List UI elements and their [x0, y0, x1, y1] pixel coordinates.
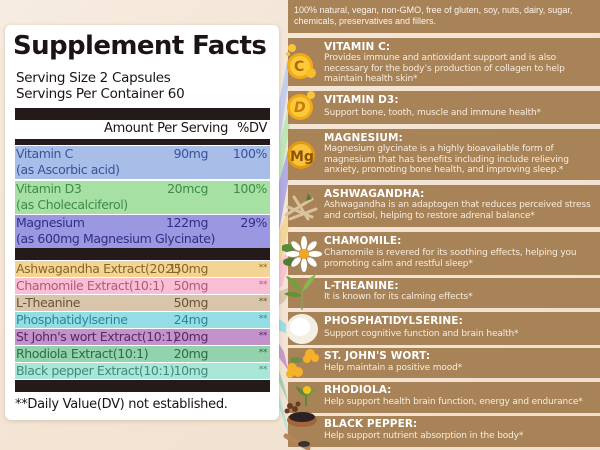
benefit-panel-vitamin-d3: D VITAMIN D3: Support bone, tooth, muscl… — [287, 91, 600, 124]
nutrient-row-l-theanine: L-Theanine 50mg ** — [15, 295, 270, 311]
nutrient-row-magnesium: Magnesium (as 600mg Magnesium Glycinate)… — [15, 215, 270, 248]
benefit-description: Provides immune and antioxidant support … — [324, 53, 565, 84]
vitamin-c-capsule-icon: C — [286, 44, 316, 79]
intro-panel: 100% natural, vegan, non-GMO, free of gl… — [288, 0, 600, 33]
benefit-panel-l-theanine: L-THEANINE: It is known for its calming … — [284, 274, 600, 310]
nutrient-dv: ** — [258, 314, 268, 324]
nutrient-dv: 100% — [232, 181, 268, 196]
dv-footnote: **Daily Value(DV) not established. — [15, 397, 228, 412]
nutrient-amount: 122mg — [166, 215, 208, 230]
nutrient-dv: ** — [258, 280, 268, 290]
thick-divider-middle — [15, 248, 270, 260]
benefit-description: Support bone, tooth, muscle and immune h… — [324, 108, 541, 118]
st-johns-wort-flower-icon — [286, 349, 319, 378]
nutrient-name: Vitamin C — [16, 146, 73, 161]
nutrient-dv: ** — [258, 297, 268, 307]
chamomile-flower-icon — [282, 236, 322, 272]
nutrient-row-st-johns-wort: St John's wort Extract(10:1) 20mg ** — [15, 329, 270, 345]
thick-divider-top — [15, 108, 270, 120]
intro-text: 100% natural, vegan, non-GMO, free of gl… — [294, 5, 573, 26]
nutrient-dv: ** — [258, 263, 268, 273]
benefit-panel-phosphatidylserine: PHOSPHATIDYLSERINE: Support cognitive fu… — [286, 312, 600, 345]
nutrient-dv: ** — [258, 348, 268, 358]
nutrient-amount: 50mg — [173, 295, 209, 310]
rhodiola-plant-icon — [284, 386, 316, 414]
nutrient-dv: 29% — [240, 215, 267, 230]
benefit-panel-vitamin-c: C VITAMIN C: Provides immune and antioxi… — [286, 38, 600, 86]
nutrient-name: Ashwagandha Extract(20:1) — [16, 261, 181, 276]
benefit-description: Magnesium glycinate is a highly bioavail… — [324, 144, 569, 175]
nutrient-amount: 10mg — [173, 363, 209, 378]
benefit-title: ST. JOHN'S WORT: — [324, 350, 431, 362]
benefit-description: Help maintain a positive mood* — [324, 363, 463, 373]
divider-under-header — [15, 139, 270, 145]
servings-per-container: Servings Per Container 60 — [16, 86, 185, 102]
nutrient-amount: 250mg — [166, 261, 208, 276]
nutrient-name: Magnesium — [16, 215, 85, 230]
benefit-description: Ashwagandha is an adaptogen that reduces… — [324, 200, 591, 221]
benefit-description: Support cognitive function and brain hea… — [324, 329, 519, 339]
benefit-panel-st-johns-wort: ST. JOHN'S WORT: Help maintain a positiv… — [286, 348, 600, 378]
nutrient-name: Phosphatidylserine — [16, 312, 128, 327]
label-title: Supplement Facts — [13, 31, 267, 61]
nutrient-amount: 20mg — [173, 329, 209, 344]
nutrient-name: Vitamin D3 — [16, 181, 82, 196]
magnesium-capsule-icon: Mg — [287, 141, 315, 169]
benefit-title: PHOSPHATIDYLSERINE: — [324, 315, 463, 327]
nutrient-source: (as 600mg Magnesium Glycinate) — [16, 231, 215, 246]
svg-text:C: C — [294, 59, 304, 75]
thick-divider-bottom — [15, 380, 270, 392]
black-pepper-bowl-icon — [283, 412, 317, 450]
benefit-title: L-THEANINE: — [324, 280, 399, 292]
benefit-panel-ashwagandha: ASHWAGANDHA: Ashwagandha is an adaptogen… — [284, 185, 600, 227]
nutrient-name: L-Theanine — [16, 295, 81, 310]
tea-leaf-icon — [284, 274, 316, 310]
amount-per-serving-header: Amount Per Serving — [104, 121, 229, 136]
nutrient-row-ashwagandha: Ashwagandha Extract(20:1) 250mg ** — [15, 261, 270, 277]
benefit-title: ASHWAGANDHA: — [324, 188, 425, 200]
benefit-panel-magnesium: Mg MAGNESIUM: Magnesium glycinate is a h… — [287, 129, 600, 180]
nutrient-row-vitamin-d3: Vitamin D3 (as Cholecalciferol) 20mcg 10… — [15, 181, 270, 214]
nutrient-amount: 50mg — [173, 278, 209, 293]
benefit-description: Help support nutrient absorption in the … — [324, 431, 524, 441]
svg-text:D: D — [294, 100, 306, 116]
nutrient-amount: 20mg — [173, 346, 209, 361]
powder-icon — [286, 314, 318, 344]
benefit-title: MAGNESIUM: — [324, 132, 403, 144]
nutrient-row-black-pepper: Black pepper Extract(10:1) 10mg ** — [15, 363, 270, 379]
nutrient-name: Chamomile Extract(10:1) — [16, 278, 165, 293]
nutrient-amount: 90mg — [173, 146, 209, 161]
benefit-description: Help support health brain function, ener… — [324, 397, 583, 407]
nutrient-amount: 20mcg — [167, 181, 208, 196]
benefit-panel-black-pepper: BLACK PEPPER: Help support nutrient abso… — [283, 412, 600, 450]
vitamin-d3-capsule-icon: D — [287, 91, 315, 120]
serving-size: Serving Size 2 Capsules — [16, 70, 171, 86]
benefit-description: Chamomile is revered for its soothing ef… — [324, 248, 577, 269]
nutrient-name: St John's wort Extract(10:1) — [16, 329, 178, 344]
benefit-panel-chamomile: CHAMOMILE: Chamomile is revered for its … — [282, 232, 600, 275]
nutrient-source: (as Ascorbic acid) — [16, 162, 120, 177]
benefit-description: It is known for its calming effects* — [324, 292, 473, 302]
nutrient-source: (as Cholecalciferol) — [16, 197, 128, 212]
nutrient-dv: ** — [258, 365, 268, 375]
nutrient-row-rhodiola: Rhodiola Extract(10:1) 20mg ** — [15, 346, 270, 362]
benefit-title: RHODIOLA: — [324, 384, 392, 396]
benefit-title: CHAMOMILE: — [324, 235, 402, 247]
nutrient-name: Rhodiola Extract(10:1) — [16, 346, 149, 361]
nutrient-row-phosphatidylserine: Phosphatidylserine 24mg ** — [15, 312, 270, 328]
nutrient-amount: 24mg — [173, 312, 209, 327]
benefit-title: BLACK PEPPER: — [324, 418, 418, 430]
nutrient-row-chamomile: Chamomile Extract(10:1) 50mg ** — [15, 278, 270, 294]
benefit-title: VITAMIN C: — [324, 41, 391, 53]
benefit-panel-rhodiola: RHODIOLA: Help support health brain func… — [284, 382, 600, 414]
nutrient-dv: ** — [258, 331, 268, 341]
nutrient-row-vitamin-c: Vitamin C (as Ascorbic acid) 90mg 100% — [15, 146, 270, 179]
dv-header: %DV — [237, 121, 268, 136]
nutrient-dv: 100% — [232, 146, 268, 161]
svg-text:Mg: Mg — [290, 149, 314, 165]
ashwagandha-root-icon — [284, 193, 318, 221]
nutrient-name: Black pepper Extract(10:1) — [16, 363, 175, 378]
benefit-title: VITAMIN D3: — [324, 94, 399, 106]
